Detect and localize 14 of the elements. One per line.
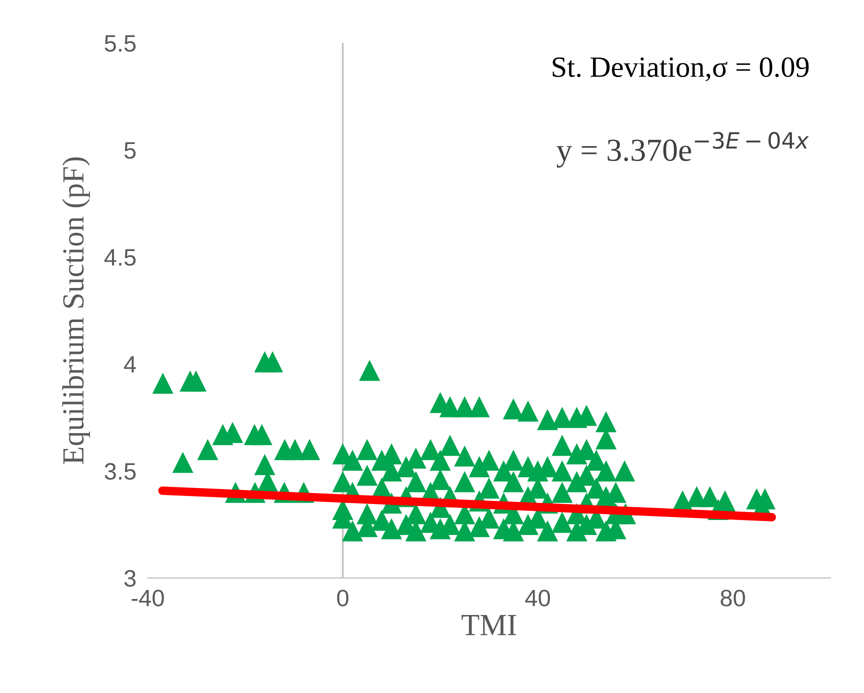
x-tick-label: 0 (337, 590, 348, 606)
y-axis-title: Equilibrium Suction (pF) (62, 157, 90, 464)
y-tick-label: 4.5 (104, 249, 136, 266)
y-tick-label: 5 (124, 142, 136, 159)
annotation: St. Deviation,σ = 0.09 (552, 57, 809, 82)
x-tick-label: -40 (132, 590, 164, 606)
y-tick-label: 3.5 (104, 463, 136, 480)
x-tick-label: 40 (525, 590, 550, 606)
x-tick-label: 80 (720, 590, 746, 606)
x-axis-title: TMI (462, 615, 516, 636)
annotation: y = 3.370e$^{−3E−04x}$ (556, 132, 809, 168)
y-tick-label: 5.5 (104, 35, 136, 52)
y-tick-label: 4 (124, 356, 136, 373)
y-tick-label: 3 (124, 570, 136, 587)
